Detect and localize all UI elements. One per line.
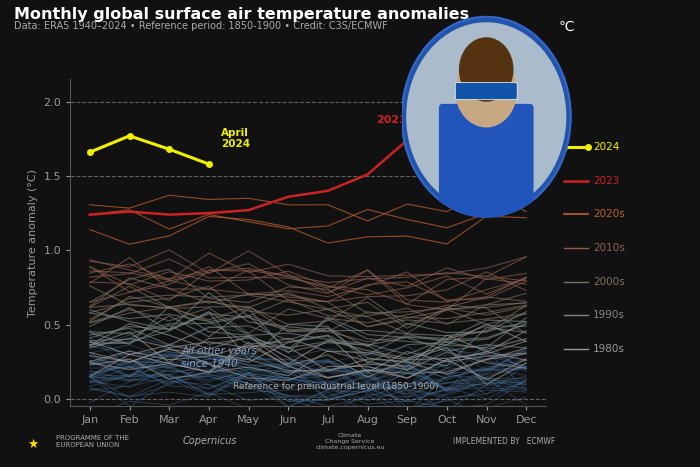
Text: Reference for preindustrial level (1850-1900): Reference for preindustrial level (1850-…: [233, 382, 438, 391]
Text: 2000s: 2000s: [593, 276, 624, 287]
Text: Copernicus: Copernicus: [183, 436, 237, 446]
Text: PROGRAMME OF THE
EUROPEAN UNION: PROGRAMME OF THE EUROPEAN UNION: [56, 435, 129, 448]
Y-axis label: Temperature anomaly (°C): Temperature anomaly (°C): [28, 169, 38, 317]
Text: All other years
since 1940: All other years since 1940: [181, 346, 257, 369]
Text: 1980s: 1980s: [593, 344, 625, 354]
Circle shape: [459, 37, 514, 102]
Text: Data: ERA5 1940–2024 • Reference period: 1850-1900 • Credit: C3S/ECMWF: Data: ERA5 1940–2024 • Reference period:…: [14, 21, 388, 30]
Text: ★: ★: [27, 439, 39, 451]
Text: 2024: 2024: [593, 142, 620, 152]
Circle shape: [455, 55, 517, 127]
Text: Climate
Change Service
climate.copernicus.eu: Climate Change Service climate.copernicu…: [315, 433, 385, 450]
Text: 1990s: 1990s: [593, 310, 625, 320]
Text: 2023: 2023: [593, 176, 620, 186]
Text: Monthly global surface air temperature anomalies: Monthly global surface air temperature a…: [14, 7, 469, 22]
Text: 2010s: 2010s: [593, 243, 624, 253]
Text: 2020s: 2020s: [593, 209, 624, 219]
Circle shape: [406, 22, 566, 211]
FancyBboxPatch shape: [439, 104, 533, 224]
Text: IMPLEMENTED BY   ECMWF: IMPLEMENTED BY ECMWF: [453, 437, 555, 446]
Circle shape: [400, 16, 572, 218]
Text: 2023: 2023: [376, 115, 407, 126]
Text: April
2024: April 2024: [220, 127, 250, 149]
FancyBboxPatch shape: [455, 82, 517, 99]
Text: ℃: ℃: [559, 20, 574, 34]
